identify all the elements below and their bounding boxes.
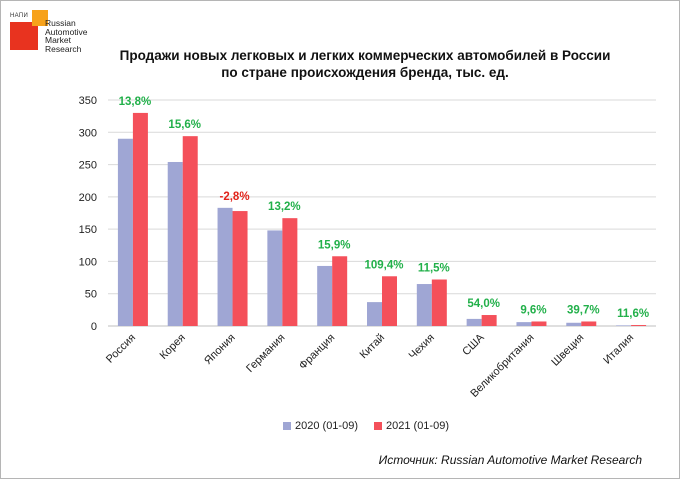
x-tick-label: Россия	[104, 332, 138, 366]
x-tick-label: Корея	[158, 332, 188, 362]
y-tick-label: 200	[79, 192, 97, 204]
x-tick-label: Япония	[202, 332, 238, 368]
bar-2021	[581, 321, 597, 326]
bar-2021	[382, 276, 397, 326]
bar-2020	[466, 318, 482, 326]
bar-2021	[182, 136, 198, 326]
x-tick-label: Франция	[297, 332, 337, 372]
bar-2020	[616, 325, 632, 326]
x-tick-label: Китай	[358, 332, 388, 362]
bar-2020	[117, 138, 133, 326]
logo-line-1: Russian	[45, 18, 76, 28]
bar-2021	[431, 279, 447, 326]
change-label: 11,6%	[617, 308, 649, 320]
chart-title-line-2: по стране происхождения бренда, тыс. ед.	[221, 65, 509, 80]
chart-title: Продажи новых легковых и легких коммерче…	[95, 47, 635, 81]
bar-2021	[631, 325, 647, 326]
bar-2020	[566, 322, 582, 326]
change-label: 54,0%	[467, 298, 500, 310]
logo-abbr: НАПИ	[10, 13, 29, 19]
logo-name: Russian Automotive Market Research	[45, 19, 88, 53]
legend-swatch-2021	[374, 422, 382, 430]
logo-line-4: Research	[45, 43, 82, 54]
x-tick-label: Италия	[601, 332, 636, 367]
change-label: 13,2%	[268, 201, 301, 213]
x-tick-label: США	[460, 331, 487, 358]
bar-2020	[367, 302, 382, 326]
bar-2021	[531, 321, 547, 326]
legend-item-2020: 2020 (01-09)	[283, 420, 358, 432]
x-tick-label: Германия	[244, 332, 287, 375]
legend: 2020 (01-09) 2021 (01-09)	[283, 420, 449, 432]
change-label: 13,8%	[119, 96, 152, 108]
y-tick-label: 0	[91, 321, 97, 333]
x-tick-label: Швеция	[549, 332, 586, 369]
y-tick-label: 150	[79, 224, 97, 236]
bar-2020	[516, 322, 532, 326]
y-tick-label: 300	[79, 127, 97, 139]
source-note: Источник: Russian Automotive Market Rese…	[378, 453, 642, 467]
bar-2021	[282, 218, 298, 326]
change-label: 39,7%	[567, 304, 600, 316]
bar-2021	[132, 112, 148, 327]
legend-swatch-2020	[283, 422, 291, 430]
bar-2020	[267, 230, 283, 326]
y-tick-label: 350	[79, 95, 97, 107]
bar-2020	[217, 207, 233, 326]
x-tick-label: Чехия	[407, 332, 437, 362]
chart-title-line-1: Продажи новых легковых и легких коммерче…	[119, 48, 611, 63]
change-label: 15,6%	[168, 119, 201, 131]
logo-red-square	[10, 22, 38, 50]
bar-2021	[232, 211, 248, 326]
change-label: 9,6%	[520, 304, 546, 316]
change-label: -2,8%	[220, 191, 250, 203]
legend-label-2020: 2020 (01-09)	[295, 420, 358, 432]
bar-2021	[332, 256, 348, 326]
y-tick-label: 250	[79, 160, 97, 172]
change-label: 109,4%	[364, 259, 403, 271]
bar-2021	[481, 315, 497, 326]
bar-2020	[317, 265, 333, 326]
logo: НАПИ Russian Automotive Market Research	[8, 6, 108, 66]
bar-2020	[416, 284, 432, 326]
legend-item-2021: 2021 (01-09)	[374, 420, 449, 432]
logo-line-3: Market	[45, 35, 71, 46]
y-tick-label: 50	[85, 289, 97, 301]
change-label: 15,9%	[318, 239, 351, 251]
legend-label-2021: 2021 (01-09)	[386, 420, 449, 432]
logo-line-2: Automotive	[45, 26, 88, 37]
logo-orange-square	[32, 10, 48, 26]
change-label: 11,5%	[418, 263, 450, 275]
bar-2020	[167, 161, 183, 326]
y-tick-label: 100	[79, 256, 97, 268]
